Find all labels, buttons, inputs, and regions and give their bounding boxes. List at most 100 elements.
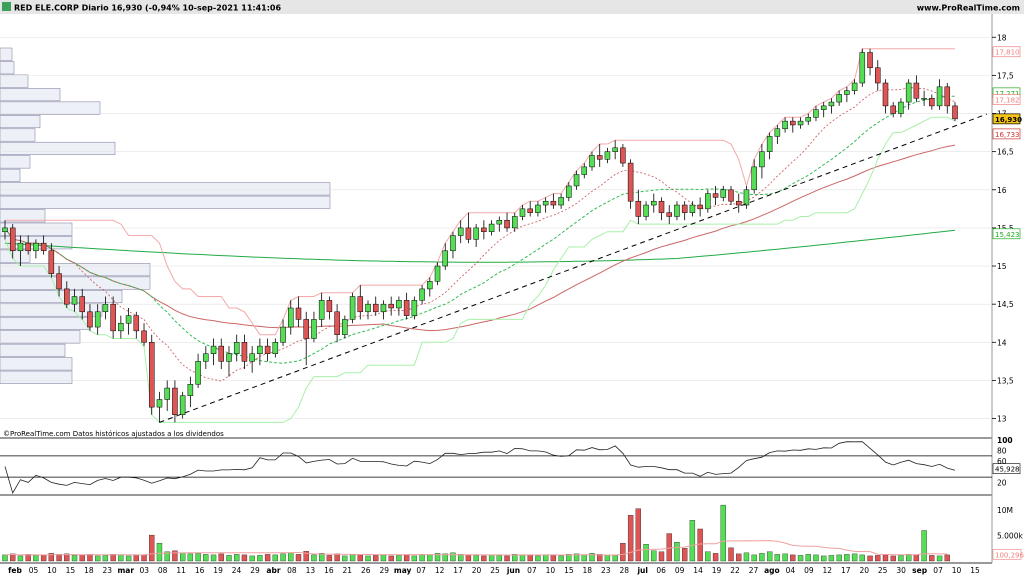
candle[interactable] <box>380 303 387 313</box>
candle[interactable] <box>813 109 819 118</box>
candle[interactable] <box>921 98 927 100</box>
candle[interactable] <box>434 265 441 282</box>
candle[interactable] <box>519 208 526 217</box>
candle[interactable] <box>527 208 533 213</box>
candle[interactable] <box>17 242 24 252</box>
candle[interactable] <box>210 345 217 354</box>
candle[interactable] <box>658 200 665 213</box>
candle[interactable] <box>40 242 47 252</box>
support-trendline[interactable] <box>159 113 988 423</box>
candle[interactable] <box>280 326 286 343</box>
candle[interactable] <box>743 189 750 206</box>
candle[interactable] <box>264 345 271 354</box>
candle[interactable] <box>720 189 727 198</box>
candle[interactable] <box>125 315 132 324</box>
candle[interactable] <box>218 345 225 362</box>
candle[interactable] <box>388 303 394 309</box>
candle[interactable] <box>326 300 333 313</box>
candle[interactable] <box>681 204 688 213</box>
candle[interactable] <box>249 353 255 362</box>
candle[interactable] <box>427 281 433 290</box>
candle[interactable] <box>542 200 549 206</box>
candle[interactable] <box>79 296 85 313</box>
candle[interactable] <box>596 155 603 160</box>
candle[interactable] <box>805 117 812 122</box>
candle[interactable] <box>851 82 858 91</box>
candle[interactable] <box>712 193 719 198</box>
candle[interactable] <box>141 330 147 343</box>
candle[interactable] <box>844 90 850 95</box>
candle[interactable] <box>689 204 696 213</box>
candle[interactable] <box>349 296 356 320</box>
candle[interactable] <box>620 147 626 164</box>
candle[interactable] <box>411 300 418 316</box>
candle[interactable] <box>882 82 889 107</box>
candle[interactable] <box>481 227 487 232</box>
candle[interactable] <box>697 204 703 210</box>
candle[interactable] <box>241 342 248 362</box>
candle[interactable] <box>488 223 495 232</box>
candle[interactable] <box>782 120 788 130</box>
candle[interactable] <box>9 227 16 252</box>
candle[interactable] <box>419 288 425 301</box>
candle[interactable] <box>735 200 742 206</box>
candle[interactable] <box>311 319 317 339</box>
candle[interactable] <box>195 361 201 385</box>
candle[interactable] <box>944 86 951 107</box>
candle[interactable] <box>226 353 232 362</box>
candle[interactable] <box>797 120 804 126</box>
candle[interactable] <box>365 303 371 313</box>
candle[interactable] <box>504 220 510 229</box>
candle[interactable] <box>133 315 140 332</box>
candle[interactable] <box>172 387 178 415</box>
candle[interactable] <box>604 151 611 160</box>
candle[interactable] <box>318 300 325 320</box>
candle[interactable] <box>759 151 765 168</box>
candle[interactable] <box>148 342 155 408</box>
candle[interactable] <box>929 98 935 107</box>
candle[interactable] <box>203 353 209 362</box>
candle[interactable] <box>48 250 55 274</box>
candle[interactable] <box>566 185 572 198</box>
candle[interactable] <box>589 155 595 168</box>
candle[interactable] <box>156 399 163 408</box>
candle[interactable] <box>164 387 170 400</box>
candle[interactable] <box>581 166 588 175</box>
candle[interactable] <box>535 204 541 213</box>
candle[interactable] <box>728 189 734 202</box>
candle[interactable] <box>651 200 657 206</box>
candle[interactable] <box>257 345 263 354</box>
candle[interactable] <box>272 342 279 354</box>
candle[interactable] <box>550 200 557 206</box>
candle[interactable] <box>56 273 62 290</box>
candle[interactable] <box>288 307 294 328</box>
candle[interactable] <box>790 120 796 126</box>
candle[interactable] <box>612 147 618 152</box>
candle[interactable] <box>233 342 240 354</box>
candle[interactable] <box>890 105 896 114</box>
candle[interactable] <box>396 300 402 309</box>
candle[interactable] <box>2 227 8 232</box>
candle[interactable] <box>913 82 920 99</box>
candle[interactable] <box>357 296 364 313</box>
candle[interactable] <box>87 311 93 328</box>
candle[interactable] <box>450 235 456 252</box>
candle[interactable] <box>898 101 904 114</box>
candle[interactable] <box>674 204 680 217</box>
candle[interactable] <box>573 174 580 187</box>
candle[interactable] <box>666 212 672 217</box>
candle[interactable] <box>118 322 124 332</box>
candle[interactable] <box>303 319 309 339</box>
candle[interactable] <box>511 216 518 229</box>
candle[interactable] <box>751 166 757 191</box>
candle[interactable] <box>936 86 943 107</box>
candle[interactable] <box>558 197 564 206</box>
candle[interactable] <box>342 319 348 335</box>
candle[interactable] <box>867 52 873 69</box>
candle[interactable] <box>465 227 472 240</box>
candle[interactable] <box>71 296 78 305</box>
candle[interactable] <box>64 288 70 305</box>
candle[interactable] <box>905 82 912 103</box>
candle[interactable] <box>102 303 109 313</box>
